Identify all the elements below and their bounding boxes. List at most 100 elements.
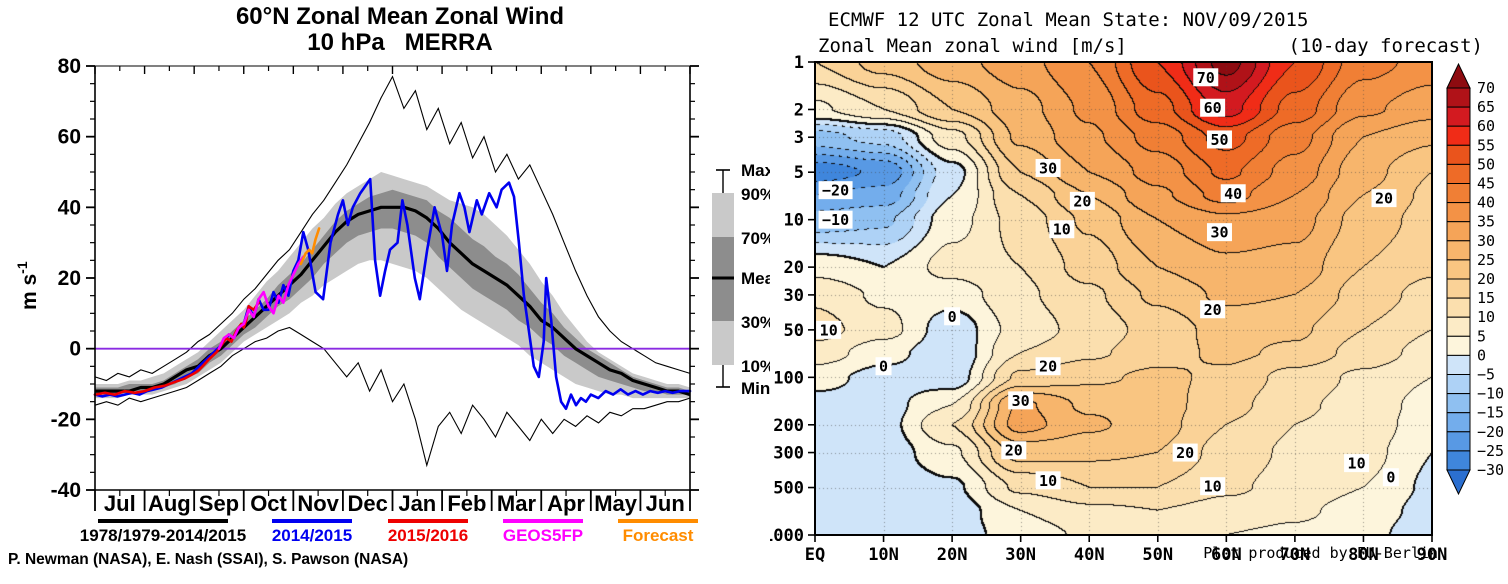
colorbar-cell [1446, 412, 1471, 433]
x-axis-ticks: Jul Aug Sep Oct Nov Dec Jan Feb Mar Apr May Jun [94, 66, 691, 516]
colorbar-cell [1446, 316, 1471, 337]
contour-label: 20 [1204, 301, 1222, 319]
pressure-tick-label: 500 [773, 479, 804, 499]
contour-label: 10 [820, 321, 838, 339]
contour-label-box [1035, 471, 1061, 490]
pressure-tick-label: 20 [784, 258, 804, 278]
contour-label-box [1344, 454, 1370, 473]
contour-label: 30 [1012, 392, 1030, 410]
pressure-tick-label: 1 [794, 53, 804, 73]
left-plot-title-line1: 60°N Zonal Mean Zonal Wind [235, 3, 565, 30]
y-tick-label: 60 [58, 126, 81, 149]
month-label: Apr [547, 491, 585, 516]
colorbar-cell [1446, 106, 1471, 127]
contour-label: 10 [1204, 478, 1222, 496]
contour-label-box [1193, 68, 1219, 87]
contour-label-box [818, 181, 853, 200]
contour-label: 10 [1348, 455, 1366, 473]
colorbar-tick-label: 15 [1477, 289, 1495, 307]
left-plot-title-line2: 10 hPa MERRA [307, 29, 493, 56]
colorbar-tick-label: 5 [1477, 327, 1486, 345]
pressure-tick-label: 5 [794, 163, 804, 183]
contour-label-box [1008, 391, 1034, 410]
colorbar-tick-label: 0 [1477, 346, 1486, 364]
pressure-tick-label: 300 [773, 444, 804, 464]
latitude-tick-label: 80N [1348, 545, 1379, 565]
colorbar-tick-label: 10 [1477, 308, 1495, 326]
pressure-tick-label: 100 [773, 368, 804, 388]
band-legend-label: 70% [741, 229, 770, 248]
contour-label-box [1382, 468, 1399, 487]
colorbar-cell [1446, 374, 1471, 395]
percentile-band-legend: Max 90% 70% Mean 30% 10% Min [712, 161, 770, 398]
contour-label-box [816, 320, 842, 339]
colorbar-tick-label: 45 [1477, 175, 1495, 193]
contour-label: 50 [1210, 131, 1228, 149]
colorbar-tick-label: 35 [1477, 213, 1495, 231]
contour-label: 60 [1204, 99, 1222, 117]
contour-label: 10 [1039, 472, 1057, 490]
right-plot-footer: Plot produced by FU-Berlin [1203, 544, 1438, 562]
band-legend-label: 10% [741, 357, 770, 376]
band-legend-label: Max [741, 161, 770, 180]
colorbar-cell [1446, 221, 1471, 242]
month-label: Dec [348, 491, 388, 516]
series-climatology-mean [95, 205, 691, 397]
month-label: Aug [148, 491, 191, 516]
contour-label-box [1200, 98, 1226, 117]
y-tick-label: 40 [58, 196, 81, 219]
colorbar-tick-label: −5 [1477, 366, 1495, 384]
contour-canvas [815, 62, 1432, 535]
latitude-tick-label: 50N [1142, 545, 1173, 565]
series-2014-2015 [93, 177, 692, 411]
month-label: Oct [250, 491, 287, 516]
colorbar-cell [1446, 278, 1471, 299]
colorbar-cell [1446, 335, 1471, 356]
series-2015-2016 [93, 301, 260, 396]
colorbar-cell [1446, 431, 1471, 452]
legend-label: Forecast [623, 526, 694, 545]
contour-label-box [1035, 357, 1061, 376]
colorbar-tick-label: −20 [1477, 423, 1504, 441]
month-label: Jul [104, 491, 136, 516]
contour-label-box [1049, 220, 1075, 239]
contour-label: 70 [1197, 69, 1215, 87]
legend-label: 2015/2016 [388, 526, 468, 545]
contour-label-box [1206, 130, 1232, 149]
contour-label-box [875, 357, 892, 376]
pressure-tick-label: 10 [784, 211, 804, 231]
colorbar-tick-label: −15 [1477, 404, 1504, 422]
month-label: Feb [447, 491, 486, 516]
colorbar-cell [1446, 354, 1471, 375]
colorbar-cell [1446, 125, 1471, 146]
pressure-tick-label: 50 [784, 321, 804, 341]
contour-label-box [1069, 191, 1095, 210]
y-tick-label: 80 [58, 55, 81, 78]
merra-time-series-figure: 60°N Zonal Mean Zonal Wind 10 hPa MERRA … [8, 3, 770, 569]
contour-label: 30 [1210, 224, 1228, 242]
latitude-tick-label: 10N [868, 545, 899, 565]
series-forecast [299, 227, 321, 266]
contour-label: 0 [879, 358, 888, 376]
colorbar-tick-label: 50 [1477, 155, 1495, 173]
series-legend: 1978/1979-2014/2015 2014/2015 2015/2016 GEO… [80, 519, 698, 545]
latitude-tick-label: EQ [805, 545, 825, 565]
colorbar-tick-label: 70 [1477, 79, 1495, 97]
contour-label: −10 [822, 211, 849, 229]
contour-label-box [944, 307, 961, 326]
pressure-tick-label: 3 [794, 128, 804, 148]
month-label: Sep [199, 491, 239, 516]
contour-label-box [1206, 223, 1232, 242]
right-plot-overlay-svg: EQ 10N 20N 30N 40N 50N 60N 70N 80N 90N12351020305… [770, 53, 1504, 565]
month-label: May [594, 491, 638, 516]
colorbar-tick-label: 25 [1477, 251, 1495, 269]
contour-label: 10 [1053, 221, 1071, 239]
left-plot-axes [94, 65, 691, 491]
band-legend-label: 90% [741, 185, 770, 204]
envelope-min-line [94, 326, 691, 468]
colorbar-tick-label: 20 [1477, 270, 1495, 288]
pressure-tick-label: 200 [773, 416, 804, 436]
colorbar-cell [1446, 144, 1471, 165]
contour-label-box [818, 210, 853, 229]
